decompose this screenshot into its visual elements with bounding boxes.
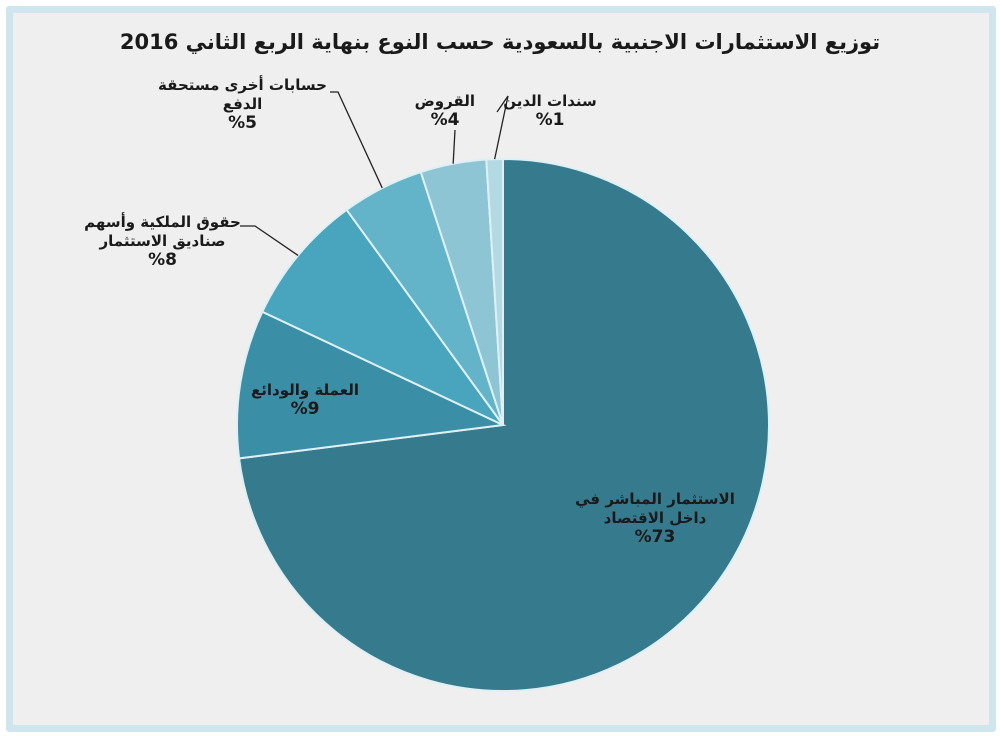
leader-line-equity-funds (240, 225, 299, 256)
slice-name: حسابات أخرى مستحقة الدفع (158, 76, 327, 113)
slice-name: حقوق الملكية وأسهم صناديق الاستثمار (84, 213, 241, 250)
slice-label-loans: القروض %4 (415, 92, 475, 130)
slice-name: سندات الدين (503, 92, 597, 110)
chart-title: توزيع الاستثمارات الاجنبية بالسعودية حسب… (119, 30, 881, 54)
slice-value: %9 (290, 399, 320, 419)
leader-line-loans (452, 129, 456, 164)
slice-label-equity-funds: حقوق الملكية وأسهم صناديق الاستثمار %8 (80, 213, 245, 270)
pie-slice-currency-deposits (236, 310, 507, 460)
slice-value: %4 (430, 110, 460, 130)
slice-label-debt-securities: سندات الدين %1 (500, 92, 600, 130)
slice-label-direct-investment: الاستثمار المباشر في داخل الاقتصاد %73 (555, 490, 755, 547)
slice-value: %73 (634, 527, 676, 547)
slice-label-currency-deposits: العملة والودائع %9 (235, 381, 375, 419)
pie-slice-debt-securities (485, 157, 504, 426)
slice-label-other-accounts: حسابات أخرى مستحقة الدفع %5 (150, 76, 335, 133)
leader-line-debt-securities (494, 95, 509, 160)
slice-value: %5 (228, 113, 257, 133)
slice-name: القروض (414, 92, 475, 110)
slice-name: الاستثمار المباشر في داخل الاقتصاد (575, 490, 735, 527)
slice-value: %1 (535, 110, 565, 130)
slice-name: العملة والودائع (251, 381, 359, 399)
slice-value: %8 (148, 250, 177, 270)
leader-line-other-accounts (330, 91, 383, 189)
